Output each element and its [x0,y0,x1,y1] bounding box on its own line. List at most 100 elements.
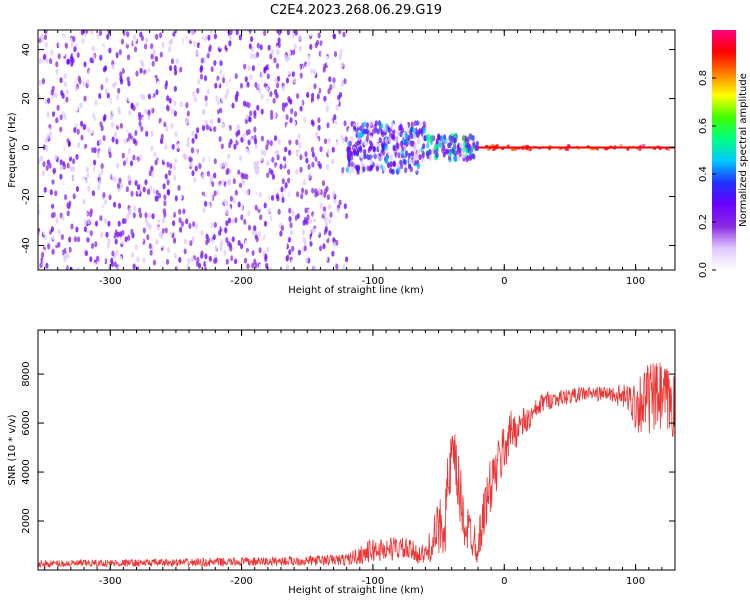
heatmap-cell [112,42,116,49]
heatmap-cell [210,123,214,130]
heatmap-cell [117,265,121,270]
heatmap-cell [397,152,401,159]
heatmap-cell [103,57,108,64]
figure-title: C2E4.2023.268.06.29.G19 [270,3,442,18]
heatmap-cell [323,266,327,270]
heatmap-cell [379,168,383,175]
heatmap-cell [225,237,229,243]
heatmap-cell [223,49,227,55]
heatmap-cell [100,125,104,132]
heatmap-cell [188,128,192,135]
heatmap-cell [285,264,289,270]
heatmap-cell [102,135,106,142]
heatmap-cell [244,239,248,246]
heatmap-cell [51,248,55,255]
heatmap-cell [122,174,126,181]
heatmap-cell [292,37,296,44]
heatmap-cell [254,229,258,236]
heatmap-cell [210,222,214,229]
heatmap-cell [301,256,306,263]
heatmap-cell [158,97,163,104]
heatmap-cell [276,75,281,82]
heatmap-cell [142,227,146,234]
heatmap-cell [220,223,224,230]
heatmap-cell [324,226,328,233]
heatmap-cell [365,122,369,129]
heatmap-cell [42,257,46,264]
heatmap-cell [85,30,89,34]
heatmap-cell [165,125,169,132]
heatmap-cell [42,144,46,151]
heatmap-cell [240,233,244,240]
heatmap-cell [418,128,422,135]
heatmap-cell [234,225,238,232]
heatmap-cell [292,120,296,127]
heatmap-cell [287,110,291,117]
heatmap-cell [223,199,227,205]
heatmap-cell [222,168,226,175]
heatmap-cell [68,151,72,158]
heatmap-cell [468,149,473,156]
heatmap-cell [91,190,95,197]
heatmap-cell [111,245,115,252]
heatmap-cell [118,49,122,56]
heatmap-cell [103,244,107,251]
heatmap-cell [120,137,124,144]
heatmap-cell [277,37,281,44]
heatmap-cell [267,207,271,214]
heatmap-cell [132,75,136,82]
heatmap-cell [41,251,45,258]
heatmap-cell [169,181,173,188]
heatmap-cell [98,93,102,99]
heatmap-cell [91,45,95,52]
heatmap-cell [214,53,218,60]
heatmap-cell [38,251,42,258]
heatmap-cell [342,229,347,236]
heatmap-cell [197,50,201,57]
heatmap-cell [237,169,241,176]
heatmap-cell [263,61,267,67]
heatmap-cell [260,232,264,239]
heatmap-cell [83,178,87,185]
heatmap-cell [75,98,79,104]
heatmap-cell [260,93,264,100]
heatmap-cell [472,141,476,147]
heatmap-cell [451,148,455,154]
heatmap-cell [240,214,244,221]
heatmap-cell [179,38,184,45]
heatmap-cell [247,210,251,217]
heatmap-cell [162,52,166,59]
heatmap-cell [152,188,156,195]
snr-x-tick-label: -100 [362,576,385,587]
heatmap-cell [310,236,314,243]
heatmap-cell [132,154,136,161]
heatmap-cell [109,238,114,245]
heatmap-cell [59,126,63,133]
heatmap-cell [369,120,373,127]
heatmap-cell [204,200,208,207]
heatmap-cell [247,95,251,101]
heatmap-cell [222,77,226,84]
heatmap-cell [214,228,218,235]
heatmap-cell [99,215,103,222]
heatmap-cell [62,38,66,44]
heatmap-cell [471,135,475,141]
heatmap-cell [281,151,285,158]
heatmap-cell [94,110,98,117]
heatmap-cell [100,168,104,175]
heatmap-cell [232,253,236,260]
heatmap-cell [145,207,149,213]
heatmap-cell [308,201,312,208]
heatmap-cell [244,209,248,216]
heatmap-cell [139,154,143,161]
heatmap-cell [93,202,98,209]
heatmap-cell [197,121,201,128]
heatmap-cell [335,99,339,106]
heatmap-cell [153,264,157,270]
heatmap-cell [74,172,78,179]
heatmap-cell [253,161,257,168]
heatmap-cell [281,197,285,203]
heatmap-cell [258,230,262,237]
heatmap-cell [44,41,48,48]
heatmap-cell [170,83,174,90]
